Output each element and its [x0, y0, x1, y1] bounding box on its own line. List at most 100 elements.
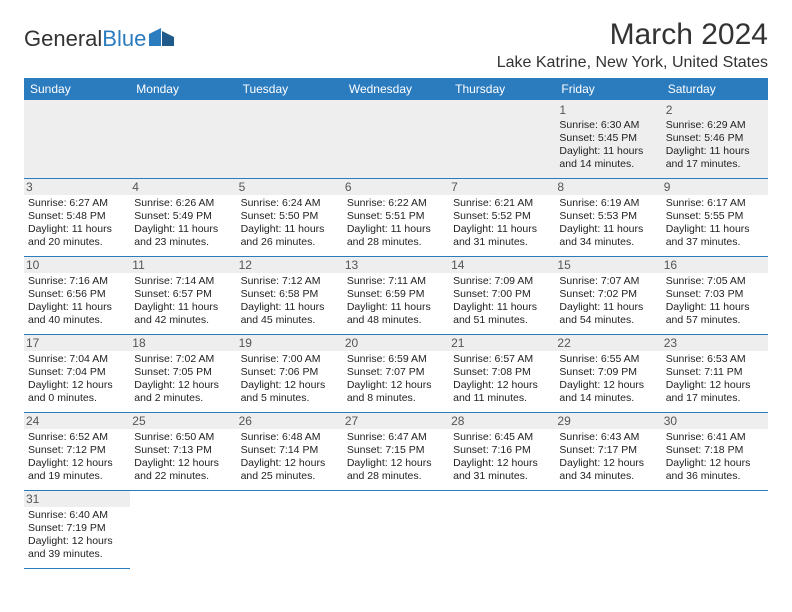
- day-number: 4: [130, 179, 236, 195]
- calendar-cell: [237, 490, 343, 568]
- day-number: 30: [662, 413, 768, 429]
- cell-line: and 45 minutes.: [241, 314, 339, 327]
- cell-line: Sunset: 7:16 PM: [453, 444, 551, 457]
- cell-line: Daylight: 11 hours: [559, 145, 657, 158]
- cell-line: Sunset: 7:12 PM: [28, 444, 126, 457]
- calendar-week: 3Sunrise: 6:27 AMSunset: 5:48 PMDaylight…: [24, 178, 768, 256]
- cell-line: Daylight: 11 hours: [453, 223, 551, 236]
- cell-line: Sunrise: 6:50 AM: [134, 431, 232, 444]
- calendar-week: 10Sunrise: 7:16 AMSunset: 6:56 PMDayligh…: [24, 256, 768, 334]
- calendar-cell: 21Sunrise: 6:57 AMSunset: 7:08 PMDayligh…: [449, 334, 555, 412]
- cell-line: Sunset: 6:59 PM: [347, 288, 445, 301]
- cell-line: Sunrise: 6:22 AM: [347, 197, 445, 210]
- calendar-cell: 31Sunrise: 6:40 AMSunset: 7:19 PMDayligh…: [24, 490, 130, 568]
- cell-line: Sunset: 7:09 PM: [559, 366, 657, 379]
- day-number: 16: [662, 257, 768, 273]
- day-number: 29: [555, 413, 661, 429]
- cell-line: and 2 minutes.: [134, 392, 232, 405]
- cell-line: and 31 minutes.: [453, 236, 551, 249]
- day-number: 27: [343, 413, 449, 429]
- day-header: Tuesday: [237, 78, 343, 100]
- cell-line: Daylight: 12 hours: [241, 379, 339, 392]
- day-number: 7: [449, 179, 555, 195]
- calendar-week: 31Sunrise: 6:40 AMSunset: 7:19 PMDayligh…: [24, 490, 768, 568]
- cell-line: Sunset: 5:45 PM: [559, 132, 657, 145]
- day-number: 1: [559, 103, 657, 117]
- cell-line: Sunrise: 6:19 AM: [559, 197, 657, 210]
- calendar-cell: 3Sunrise: 6:27 AMSunset: 5:48 PMDaylight…: [24, 178, 130, 256]
- cell-line: Daylight: 11 hours: [347, 223, 445, 236]
- cell-line: Daylight: 11 hours: [666, 145, 764, 158]
- day-header: Thursday: [449, 78, 555, 100]
- calendar-page: GeneralBlue March 2024 Lake Katrine, New…: [0, 0, 792, 587]
- calendar-cell: [237, 100, 343, 178]
- calendar-cell: 20 Sunrise: 6:59 AMSunset: 7:07 PMDayligh…: [343, 334, 449, 412]
- day-number: 21: [449, 335, 555, 351]
- cell-line: and 5 minutes.: [241, 392, 339, 405]
- cell-line: and 23 minutes.: [134, 236, 232, 249]
- cell-line: Sunrise: 6:52 AM: [28, 431, 126, 444]
- calendar-cell: [24, 100, 130, 178]
- cell-line: Sunset: 5:55 PM: [666, 210, 764, 223]
- cell-line: Sunrise: 7:12 AM: [241, 275, 339, 288]
- cell-line: and 48 minutes.: [347, 314, 445, 327]
- cell-line: Sunrise: 6:53 AM: [666, 353, 764, 366]
- cell-line: Sunrise: 6:47 AM: [347, 431, 445, 444]
- day-number: 8: [555, 179, 661, 195]
- cell-line: and 34 minutes.: [559, 236, 657, 249]
- cell-line: Daylight: 12 hours: [666, 379, 764, 392]
- logo-text-2: Blue: [102, 26, 146, 52]
- calendar-cell: 12Sunrise: 7:12 AMSunset: 6:58 PMDayligh…: [237, 256, 343, 334]
- calendar-cell: [662, 490, 768, 568]
- cell-line: Daylight: 12 hours: [347, 379, 445, 392]
- month-title: March 2024: [497, 18, 768, 52]
- cell-line: and 0 minutes.: [28, 392, 126, 405]
- day-number: 23: [662, 335, 768, 351]
- cell-line: and 36 minutes.: [666, 470, 764, 483]
- day-number: 25: [130, 413, 236, 429]
- cell-line: Daylight: 11 hours: [28, 223, 126, 236]
- calendar-cell: 18Sunrise: 7:02 AMSunset: 7:05 PMDayligh…: [130, 334, 236, 412]
- cell-line: Sunset: 7:02 PM: [559, 288, 657, 301]
- cell-line: Sunrise: 6:59 AM: [347, 353, 445, 366]
- cell-line: and 54 minutes.: [559, 314, 657, 327]
- calendar-cell: 10Sunrise: 7:16 AMSunset: 6:56 PMDayligh…: [24, 256, 130, 334]
- calendar-cell: 17Sunrise: 7:04 AMSunset: 7:04 PMDayligh…: [24, 334, 130, 412]
- cell-line: Sunset: 6:57 PM: [134, 288, 232, 301]
- day-number: 20: [343, 335, 449, 351]
- cell-line: Sunset: 7:18 PM: [666, 444, 764, 457]
- calendar-cell: 7Sunrise: 6:21 AMSunset: 5:52 PMDaylight…: [449, 178, 555, 256]
- cell-line: Sunrise: 6:40 AM: [28, 509, 126, 522]
- cell-line: and 28 minutes.: [347, 470, 445, 483]
- calendar-cell: 30Sunrise: 6:41 AMSunset: 7:18 PMDayligh…: [662, 412, 768, 490]
- cell-line: Sunrise: 6:26 AM: [134, 197, 232, 210]
- cell-line: Sunset: 5:53 PM: [559, 210, 657, 223]
- cell-line: Daylight: 11 hours: [559, 223, 657, 236]
- cell-line: Sunset: 5:48 PM: [28, 210, 126, 223]
- logo: GeneralBlue: [24, 26, 175, 52]
- day-number: 19: [237, 335, 343, 351]
- calendar-cell: 27Sunrise: 6:47 AMSunset: 7:15 PMDayligh…: [343, 412, 449, 490]
- cell-line: Sunset: 5:50 PM: [241, 210, 339, 223]
- cell-line: Sunset: 6:56 PM: [28, 288, 126, 301]
- cell-line: Sunrise: 7:02 AM: [134, 353, 232, 366]
- cell-line: and 14 minutes.: [559, 392, 657, 405]
- cell-line: Sunrise: 7:11 AM: [347, 275, 445, 288]
- cell-line: Sunset: 7:07 PM: [347, 366, 445, 379]
- calendar-cell: [343, 490, 449, 568]
- calendar-cell: 1Sunrise: 6:30 AMSunset: 5:45 PMDaylight…: [555, 100, 661, 178]
- calendar-week: 1Sunrise: 6:30 AMSunset: 5:45 PMDaylight…: [24, 100, 768, 178]
- day-number: 31: [24, 491, 130, 507]
- cell-line: Sunset: 7:14 PM: [241, 444, 339, 457]
- day-number: 13: [343, 257, 449, 273]
- cell-line: Daylight: 11 hours: [666, 301, 764, 314]
- cell-line: and 40 minutes.: [28, 314, 126, 327]
- cell-line: and 31 minutes.: [453, 470, 551, 483]
- cell-line: and 51 minutes.: [453, 314, 551, 327]
- day-header: Monday: [130, 78, 236, 100]
- cell-line: and 11 minutes.: [453, 392, 551, 405]
- day-number: 12: [237, 257, 343, 273]
- calendar-cell: 26Sunrise: 6:48 AMSunset: 7:14 PMDayligh…: [237, 412, 343, 490]
- day-header-row: SundayMondayTuesdayWednesdayThursdayFrid…: [24, 78, 768, 100]
- cell-line: Sunset: 7:06 PM: [241, 366, 339, 379]
